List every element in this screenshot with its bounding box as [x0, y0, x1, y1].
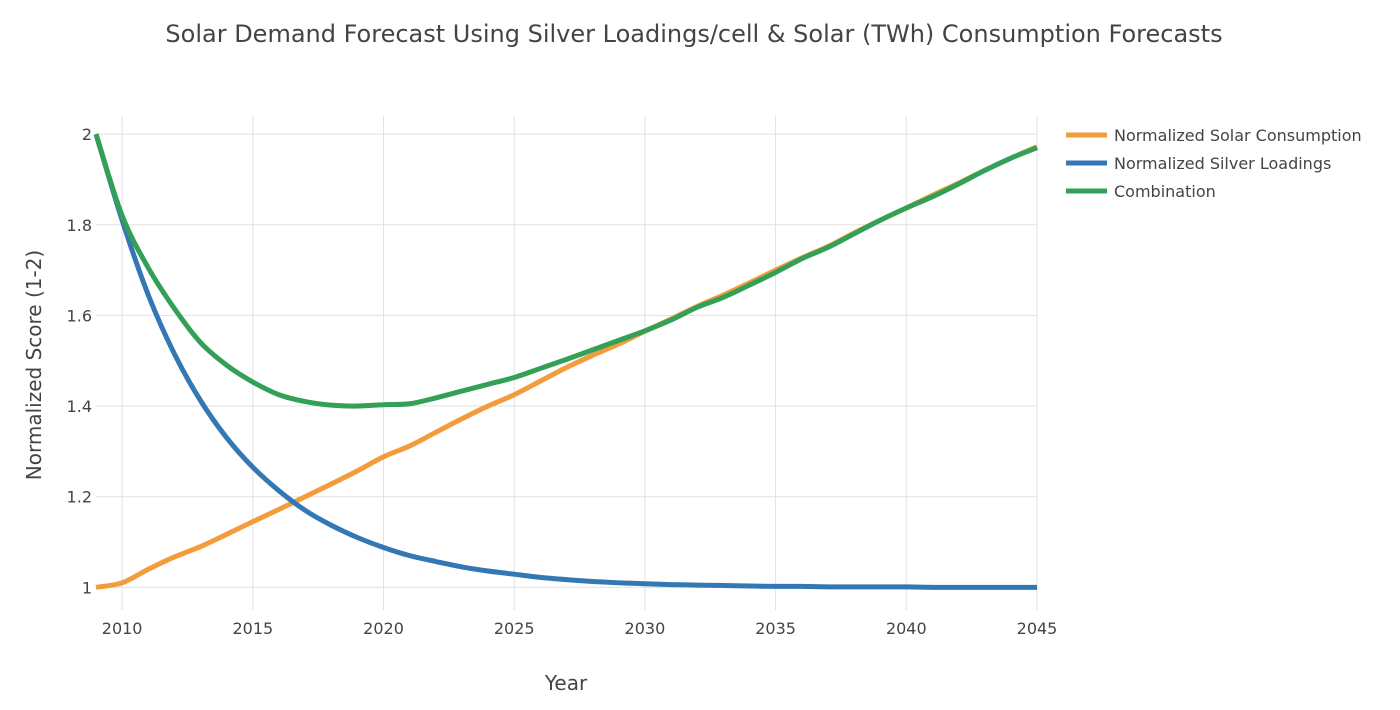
x-tick-label: 2010 [102, 619, 143, 638]
x-axis-title: Year [544, 671, 588, 695]
legend-label: Normalized Solar Consumption [1114, 126, 1362, 145]
legend-item[interactable]: Combination [1066, 182, 1216, 201]
x-tick-label: 2025 [494, 619, 535, 638]
y-tick-label: 2 [82, 125, 92, 144]
y-axis-title: Normalized Score (1-2) [22, 250, 46, 480]
y-tick-label: 1 [82, 578, 92, 597]
legend: Normalized Solar Consumption Normalized S… [1066, 126, 1362, 201]
x-tick-label: 2040 [886, 619, 927, 638]
x-tick-label: 2035 [755, 619, 796, 638]
legend-label: Combination [1114, 182, 1216, 201]
x-tick-label: 2015 [232, 619, 273, 638]
tick-layer: 1 1.2 1.4 1.6 1.8 2 2010 2015 2020 2025 2030 2035 20… [67, 125, 1058, 638]
series-line-normalized-silver-loadings [93, 133, 1037, 590]
legend-label: Normalized Silver Loadings [1114, 154, 1331, 173]
x-tick-label: 2030 [625, 619, 666, 638]
series-layer [93, 133, 1038, 590]
y-tick-label: 1.8 [67, 216, 92, 235]
x-tick-label: 2020 [363, 619, 404, 638]
y-tick-label: 1.4 [67, 397, 92, 416]
chart-title: Solar Demand Forecast Using Silver Loadi… [165, 20, 1222, 48]
legend-item[interactable]: Normalized Solar Consumption [1066, 126, 1362, 145]
y-tick-label: 1.2 [67, 488, 92, 507]
x-tick-label: 2045 [1017, 619, 1058, 638]
legend-item[interactable]: Normalized Silver Loadings [1066, 154, 1331, 173]
grid-layer [96, 116, 1038, 610]
series-line-combination [93, 133, 1038, 409]
y-tick-label: 1.6 [67, 306, 92, 325]
